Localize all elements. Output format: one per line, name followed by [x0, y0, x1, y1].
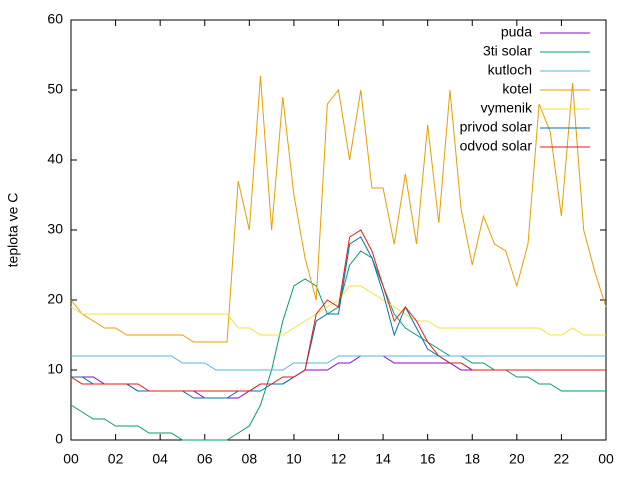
y-tick-label: 30 [47, 221, 63, 237]
x-tick-label: 12 [331, 451, 347, 467]
y-tick-label: 60 [47, 11, 63, 27]
x-tick-label: 00 [63, 451, 79, 467]
legend-label: privod solar [460, 119, 533, 135]
x-tick-label: 08 [242, 451, 258, 467]
legend-label: vymenik [481, 100, 533, 116]
series-line [71, 355, 606, 371]
x-tick-label: 20 [509, 451, 525, 467]
legend-label: kutloch [488, 62, 532, 78]
x-tick-label: 14 [375, 451, 391, 467]
x-tick-label: 22 [554, 451, 570, 467]
series-line [70, 250, 606, 441]
y-tick-label: 50 [47, 81, 63, 97]
y-tick-label: 20 [47, 291, 63, 307]
x-tick-label: 16 [420, 451, 436, 467]
x-tick-label: 00 [598, 451, 614, 467]
y-axis-label: teplota ve C [5, 193, 21, 268]
legend-label: kotel [502, 81, 532, 97]
series-line [70, 75, 607, 343]
y-tick-label: 10 [47, 361, 63, 377]
legend-label: odvod solar [460, 138, 533, 154]
x-tick-label: 06 [197, 451, 213, 467]
x-tick-label: 02 [108, 451, 124, 467]
y-tick-label: 40 [47, 151, 63, 167]
series-line [71, 236, 606, 399]
legend-label: 3ti solar [483, 43, 532, 59]
series-line [70, 229, 606, 392]
x-tick-label: 18 [464, 451, 480, 467]
y-tick-label: 0 [55, 431, 63, 447]
x-tick-label: 10 [286, 451, 302, 467]
legend-label: puda [501, 24, 532, 40]
series-line [70, 285, 606, 336]
x-tick-label: 04 [152, 451, 168, 467]
